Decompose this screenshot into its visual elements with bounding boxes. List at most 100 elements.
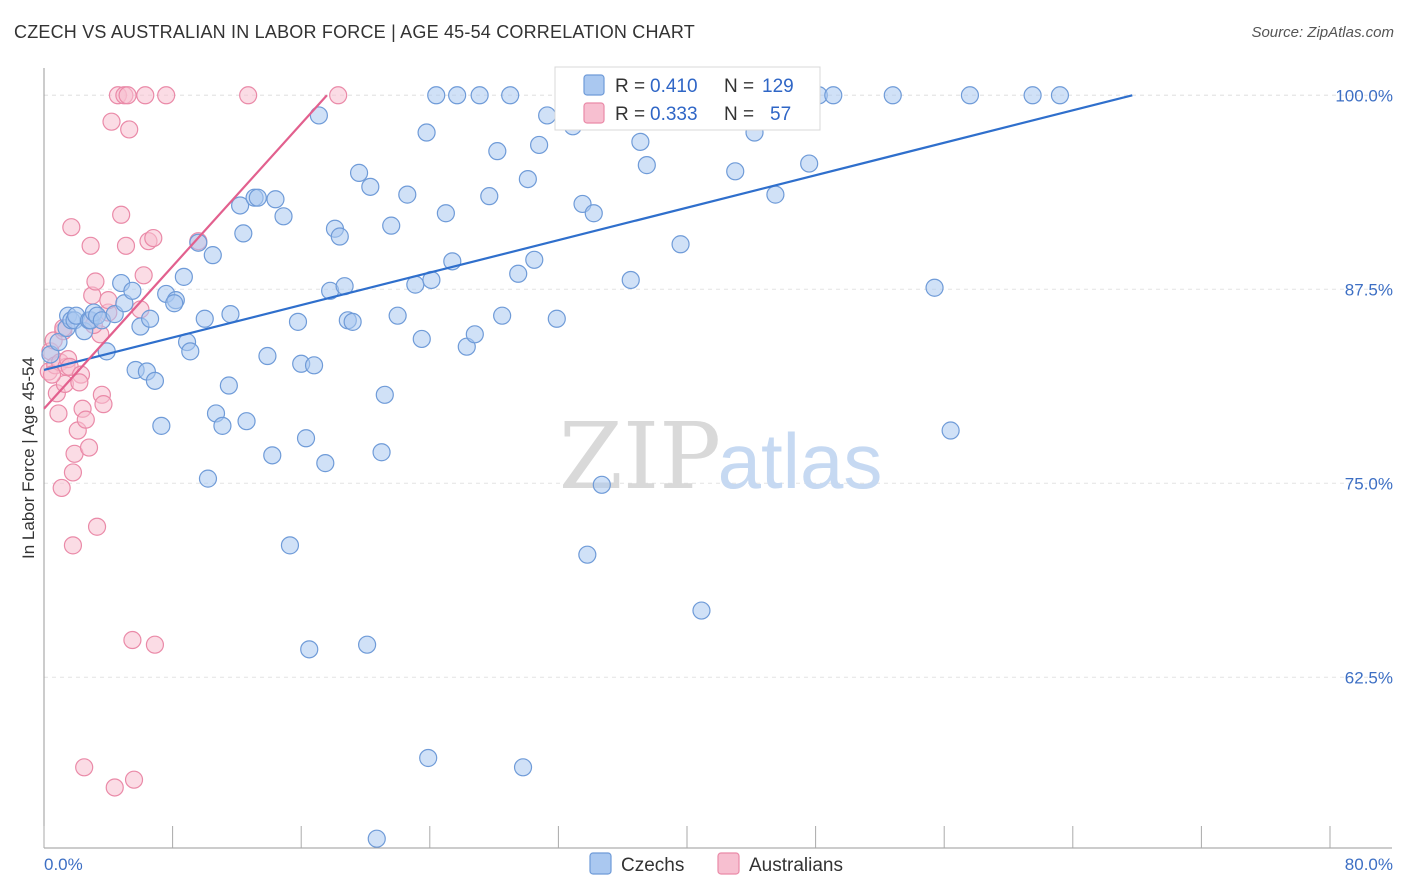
australians-point xyxy=(76,410,95,429)
czechs-point xyxy=(288,312,308,331)
australians-point xyxy=(62,218,81,237)
czechs-point xyxy=(316,454,335,473)
czechs-point xyxy=(195,309,214,328)
czechs-point xyxy=(493,306,512,325)
czechs-point xyxy=(258,346,277,366)
czechs-point xyxy=(427,86,446,105)
australians-trend-line xyxy=(43,94,328,410)
czechs-point xyxy=(513,758,533,777)
australians-point xyxy=(75,758,94,777)
australians-point xyxy=(124,770,144,789)
czechs-point xyxy=(518,169,537,189)
czechs-point xyxy=(165,294,184,313)
czechs-point xyxy=(304,356,324,375)
australians-point xyxy=(134,266,153,285)
chart-title: CZECH VS AUSTRALIAN IN LABOR FORCE | AGE… xyxy=(14,22,695,42)
czechs-point xyxy=(372,443,391,462)
czechs-point xyxy=(501,86,520,105)
czechs-point xyxy=(140,309,160,328)
czechs-point xyxy=(174,267,193,286)
czechs-point xyxy=(584,204,603,223)
czechs-point xyxy=(480,187,499,206)
czechs-point xyxy=(213,416,232,435)
czechs-point xyxy=(280,536,300,555)
bottom-australians-swatch xyxy=(717,852,740,875)
czechs-point xyxy=(300,640,319,659)
bottom-australians-label: Australians xyxy=(749,855,843,876)
australians-point xyxy=(52,478,71,498)
y-axis-title: In Labor Force | Age 45-54 xyxy=(19,357,38,559)
czechs-point xyxy=(488,142,507,161)
australians-point xyxy=(112,205,131,224)
bottom-czechs-label: Czechs xyxy=(621,855,684,876)
czechs-point xyxy=(219,376,238,395)
czechs-point xyxy=(800,154,819,173)
czechs-point xyxy=(941,421,960,440)
czechs-point xyxy=(388,306,407,325)
czechs-point xyxy=(398,185,417,204)
czechs-point xyxy=(296,429,316,448)
czechs-point xyxy=(671,235,690,254)
australians-point xyxy=(87,517,107,536)
australians-point xyxy=(116,236,136,255)
australians-point xyxy=(63,536,83,555)
czechs-swatch xyxy=(583,74,605,96)
czechs-point xyxy=(375,385,394,404)
czechs-point xyxy=(436,204,455,223)
czechs-point xyxy=(123,281,142,300)
czechs-point xyxy=(1023,86,1042,105)
czechs-point xyxy=(231,196,250,215)
australians-swatch xyxy=(583,102,605,124)
czechs-point xyxy=(883,86,902,105)
czechs-point xyxy=(448,86,467,105)
czechs-point xyxy=(412,329,431,349)
czechs-point xyxy=(367,829,386,848)
czechs-point xyxy=(361,177,380,196)
bottom-czechs-swatch xyxy=(589,852,612,875)
australians-point xyxy=(329,86,348,105)
czechs-point xyxy=(726,162,745,181)
czechs-n-label: N = xyxy=(724,76,754,97)
czechs-point xyxy=(358,635,377,654)
trend-lines xyxy=(43,94,1133,410)
czechs-point xyxy=(538,106,557,125)
australians-point xyxy=(105,778,124,797)
australians-point xyxy=(136,86,155,105)
australians-point xyxy=(42,365,62,384)
czechs-point xyxy=(181,342,200,361)
czechs-point xyxy=(592,475,611,494)
y-tick-label: 75.0% xyxy=(1345,474,1393,493)
czechs-point xyxy=(203,246,222,265)
czechs-point xyxy=(349,163,369,182)
australians-point xyxy=(94,395,113,414)
y-tick-label: 87.5% xyxy=(1345,280,1393,299)
czechs-point xyxy=(234,224,253,243)
czechs-point xyxy=(525,250,544,269)
czechs-r-label: R = xyxy=(615,76,645,97)
australians-point xyxy=(118,86,137,105)
czechs-point xyxy=(766,185,785,204)
czechs-point xyxy=(266,190,285,209)
czechs-point xyxy=(382,216,401,235)
czechs-point xyxy=(547,309,566,328)
czechs-trend-line xyxy=(43,94,1133,372)
czechs-point xyxy=(621,270,640,290)
czechs-point xyxy=(237,412,256,431)
australians-point xyxy=(239,86,258,105)
czechs-point xyxy=(152,416,171,435)
australians-point xyxy=(63,463,83,482)
y-tick-labels: 62.5% 75.0% 87.5% 100.0% xyxy=(1335,86,1393,687)
czechs-point xyxy=(692,601,711,620)
australians-point xyxy=(70,373,89,392)
czechs-point xyxy=(343,312,362,331)
czechs-point xyxy=(419,748,438,768)
australians-point xyxy=(102,112,121,131)
australians-n-label: N = xyxy=(724,104,754,125)
source-label: Source: ZipAtlas.com xyxy=(1251,24,1394,41)
czechs-point xyxy=(330,227,349,246)
czechs-point xyxy=(49,332,68,352)
australians-r-value: 0.333 xyxy=(650,104,698,125)
x-tick-label-max: 80.0% xyxy=(1345,855,1393,874)
czechs-point xyxy=(960,86,980,105)
